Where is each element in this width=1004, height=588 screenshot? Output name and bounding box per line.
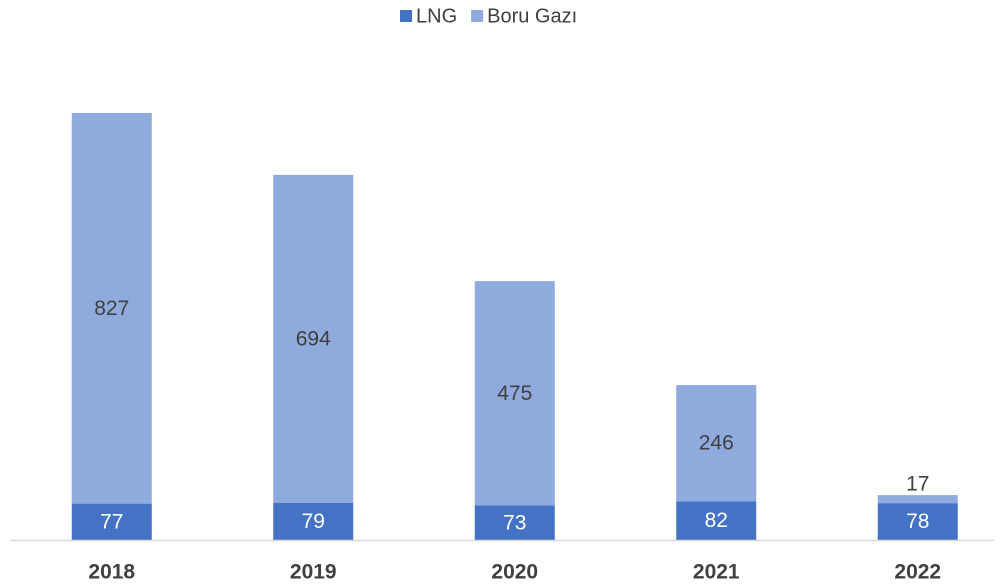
bar-segment (877, 503, 958, 540)
x-tick-label: 2022 (894, 561, 941, 584)
data-label: 475 (497, 382, 532, 405)
x-tick-label: 2021 (693, 561, 740, 584)
bar-segment (474, 281, 555, 506)
data-label: 82 (705, 509, 728, 532)
bar-segment (474, 505, 555, 540)
bar-segment (71, 503, 152, 540)
legend-label: Boru Gazı (487, 5, 577, 27)
legend-label: LNG (416, 5, 457, 27)
x-tick-label: 2020 (491, 561, 538, 584)
bar-segment (676, 501, 757, 540)
data-label: 246 (699, 432, 734, 455)
bar-segment (273, 174, 354, 503)
bar-segment (273, 502, 354, 540)
data-label: 827 (94, 297, 129, 320)
data-label: 694 (296, 327, 331, 350)
legend-swatch (471, 10, 484, 22)
data-label: 78 (906, 510, 929, 533)
bar-segment (71, 113, 152, 504)
x-tick-label: 2018 (88, 561, 135, 584)
legend-swatch (400, 10, 412, 22)
bar-segment (676, 385, 757, 502)
data-label: 73 (503, 511, 526, 534)
data-label: 79 (302, 510, 325, 533)
bar-segment (877, 495, 958, 504)
data-label: 77 (100, 510, 123, 533)
x-tick-label: 2019 (290, 561, 337, 584)
data-label: 17 (906, 473, 929, 496)
